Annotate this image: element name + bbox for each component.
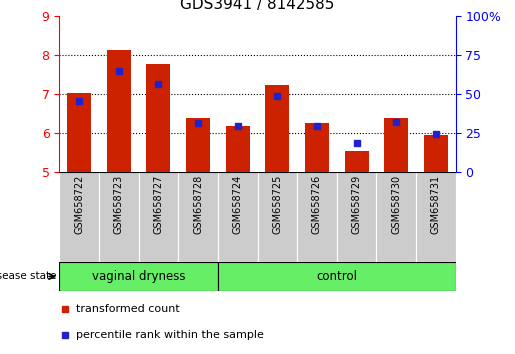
Bar bbox=[59, 262, 218, 291]
Bar bbox=[226, 126, 250, 172]
Bar bbox=[424, 135, 448, 172]
Bar bbox=[186, 118, 210, 172]
Bar bbox=[59, 172, 99, 262]
Bar bbox=[99, 172, 139, 262]
Text: GSM658722: GSM658722 bbox=[74, 175, 84, 234]
Bar bbox=[297, 172, 337, 262]
Bar bbox=[265, 85, 289, 172]
Bar bbox=[384, 118, 408, 172]
Bar bbox=[305, 124, 329, 172]
Bar bbox=[139, 172, 178, 262]
Text: percentile rank within the sample: percentile rank within the sample bbox=[76, 330, 264, 341]
Bar bbox=[416, 172, 456, 262]
Text: control: control bbox=[316, 270, 357, 283]
Title: GDS3941 / 8142585: GDS3941 / 8142585 bbox=[180, 0, 335, 12]
Bar bbox=[107, 50, 131, 172]
Text: GSM658727: GSM658727 bbox=[153, 175, 163, 234]
Text: GSM658729: GSM658729 bbox=[352, 175, 362, 234]
Bar bbox=[376, 172, 416, 262]
Text: vaginal dryness: vaginal dryness bbox=[92, 270, 185, 283]
Text: GSM658726: GSM658726 bbox=[312, 175, 322, 234]
Bar bbox=[67, 93, 91, 172]
Bar bbox=[178, 172, 218, 262]
Text: GSM658725: GSM658725 bbox=[272, 175, 282, 234]
Text: transformed count: transformed count bbox=[76, 304, 180, 314]
Text: GSM658731: GSM658731 bbox=[431, 175, 441, 234]
Text: GSM658724: GSM658724 bbox=[233, 175, 243, 234]
Bar bbox=[218, 172, 258, 262]
Text: GSM658730: GSM658730 bbox=[391, 175, 401, 234]
Bar bbox=[337, 172, 376, 262]
Text: disease state: disease state bbox=[0, 272, 57, 281]
Text: GSM658728: GSM658728 bbox=[193, 175, 203, 234]
Bar bbox=[258, 172, 297, 262]
Bar bbox=[146, 64, 170, 172]
Bar bbox=[345, 152, 369, 172]
Bar bbox=[218, 262, 456, 291]
Text: GSM658723: GSM658723 bbox=[114, 175, 124, 234]
